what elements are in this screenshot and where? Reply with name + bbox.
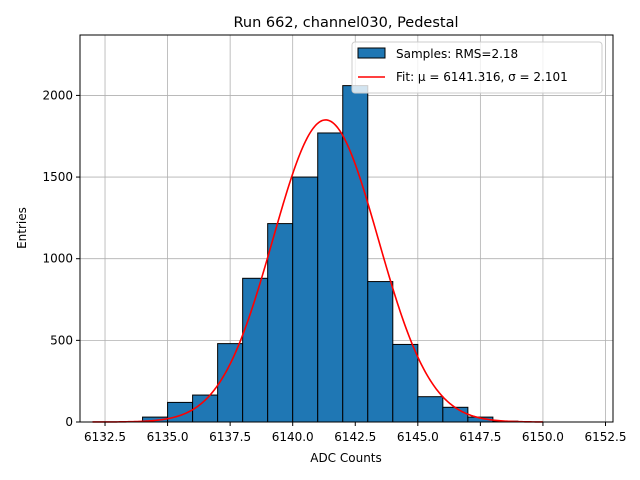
plot-frame [79, 34, 614, 423]
chart-title: Run 662, channel030, Pedestal [233, 15, 458, 31]
y-tick-label-0: 0 [65, 415, 73, 429]
x-tick-label-0: 6132.5 [84, 430, 126, 444]
y-axis-label: Entries [15, 207, 29, 249]
legend: Samples: RMS=2.18 Fit: μ = 6141.316, σ =… [351, 41, 603, 94]
x-axis-label: ADC Counts [310, 451, 382, 465]
x-tick-label-3: 6140.0 [272, 430, 314, 444]
fit-curve [92, 119, 543, 423]
y-axis-ticks: 0 500 1000 1500 2000 [42, 88, 80, 429]
y-tick-label-1: 500 [50, 333, 73, 347]
x-tick-label-4: 6142.5 [334, 430, 376, 444]
histogram-bar-4 [242, 277, 269, 423]
x-tick-label-2: 6137.5 [209, 430, 251, 444]
histogram-bar-7 [317, 132, 344, 423]
legend-box [351, 41, 603, 94]
y-tick-label-2: 1000 [42, 252, 73, 266]
legend-fit-label: Fit: μ = 6141.316, σ = 2.101 [396, 70, 568, 84]
histogram-bar-12 [442, 406, 469, 423]
y-tick-label-4: 2000 [42, 88, 73, 102]
x-tick-label-7: 6150.0 [522, 430, 564, 444]
histogram-bar-11 [417, 396, 444, 423]
x-tick-label-8: 6152.5 [584, 430, 626, 444]
x-axis-ticks: 6132.5 6135.0 6137.5 6140.0 6142.5 6145.0 6147… [84, 422, 626, 444]
legend-histogram-swatch [357, 47, 386, 59]
x-tick-label-6: 6147.5 [459, 430, 501, 444]
histogram-bar-5 [267, 223, 294, 423]
histogram-bar-6 [292, 176, 319, 423]
x-tick-label-1: 6135.0 [147, 430, 189, 444]
histogram-bar-9 [367, 281, 394, 423]
fit-curve-group [92, 119, 543, 423]
histogram-bar-10 [392, 343, 419, 423]
y-tick-label-3: 1500 [42, 170, 73, 184]
x-tick-label-5: 6145.0 [397, 430, 439, 444]
histogram-bar-8 [342, 85, 369, 423]
histogram-bar-3 [217, 343, 244, 423]
legend-histogram-label: Samples: RMS=2.18 [396, 47, 518, 61]
